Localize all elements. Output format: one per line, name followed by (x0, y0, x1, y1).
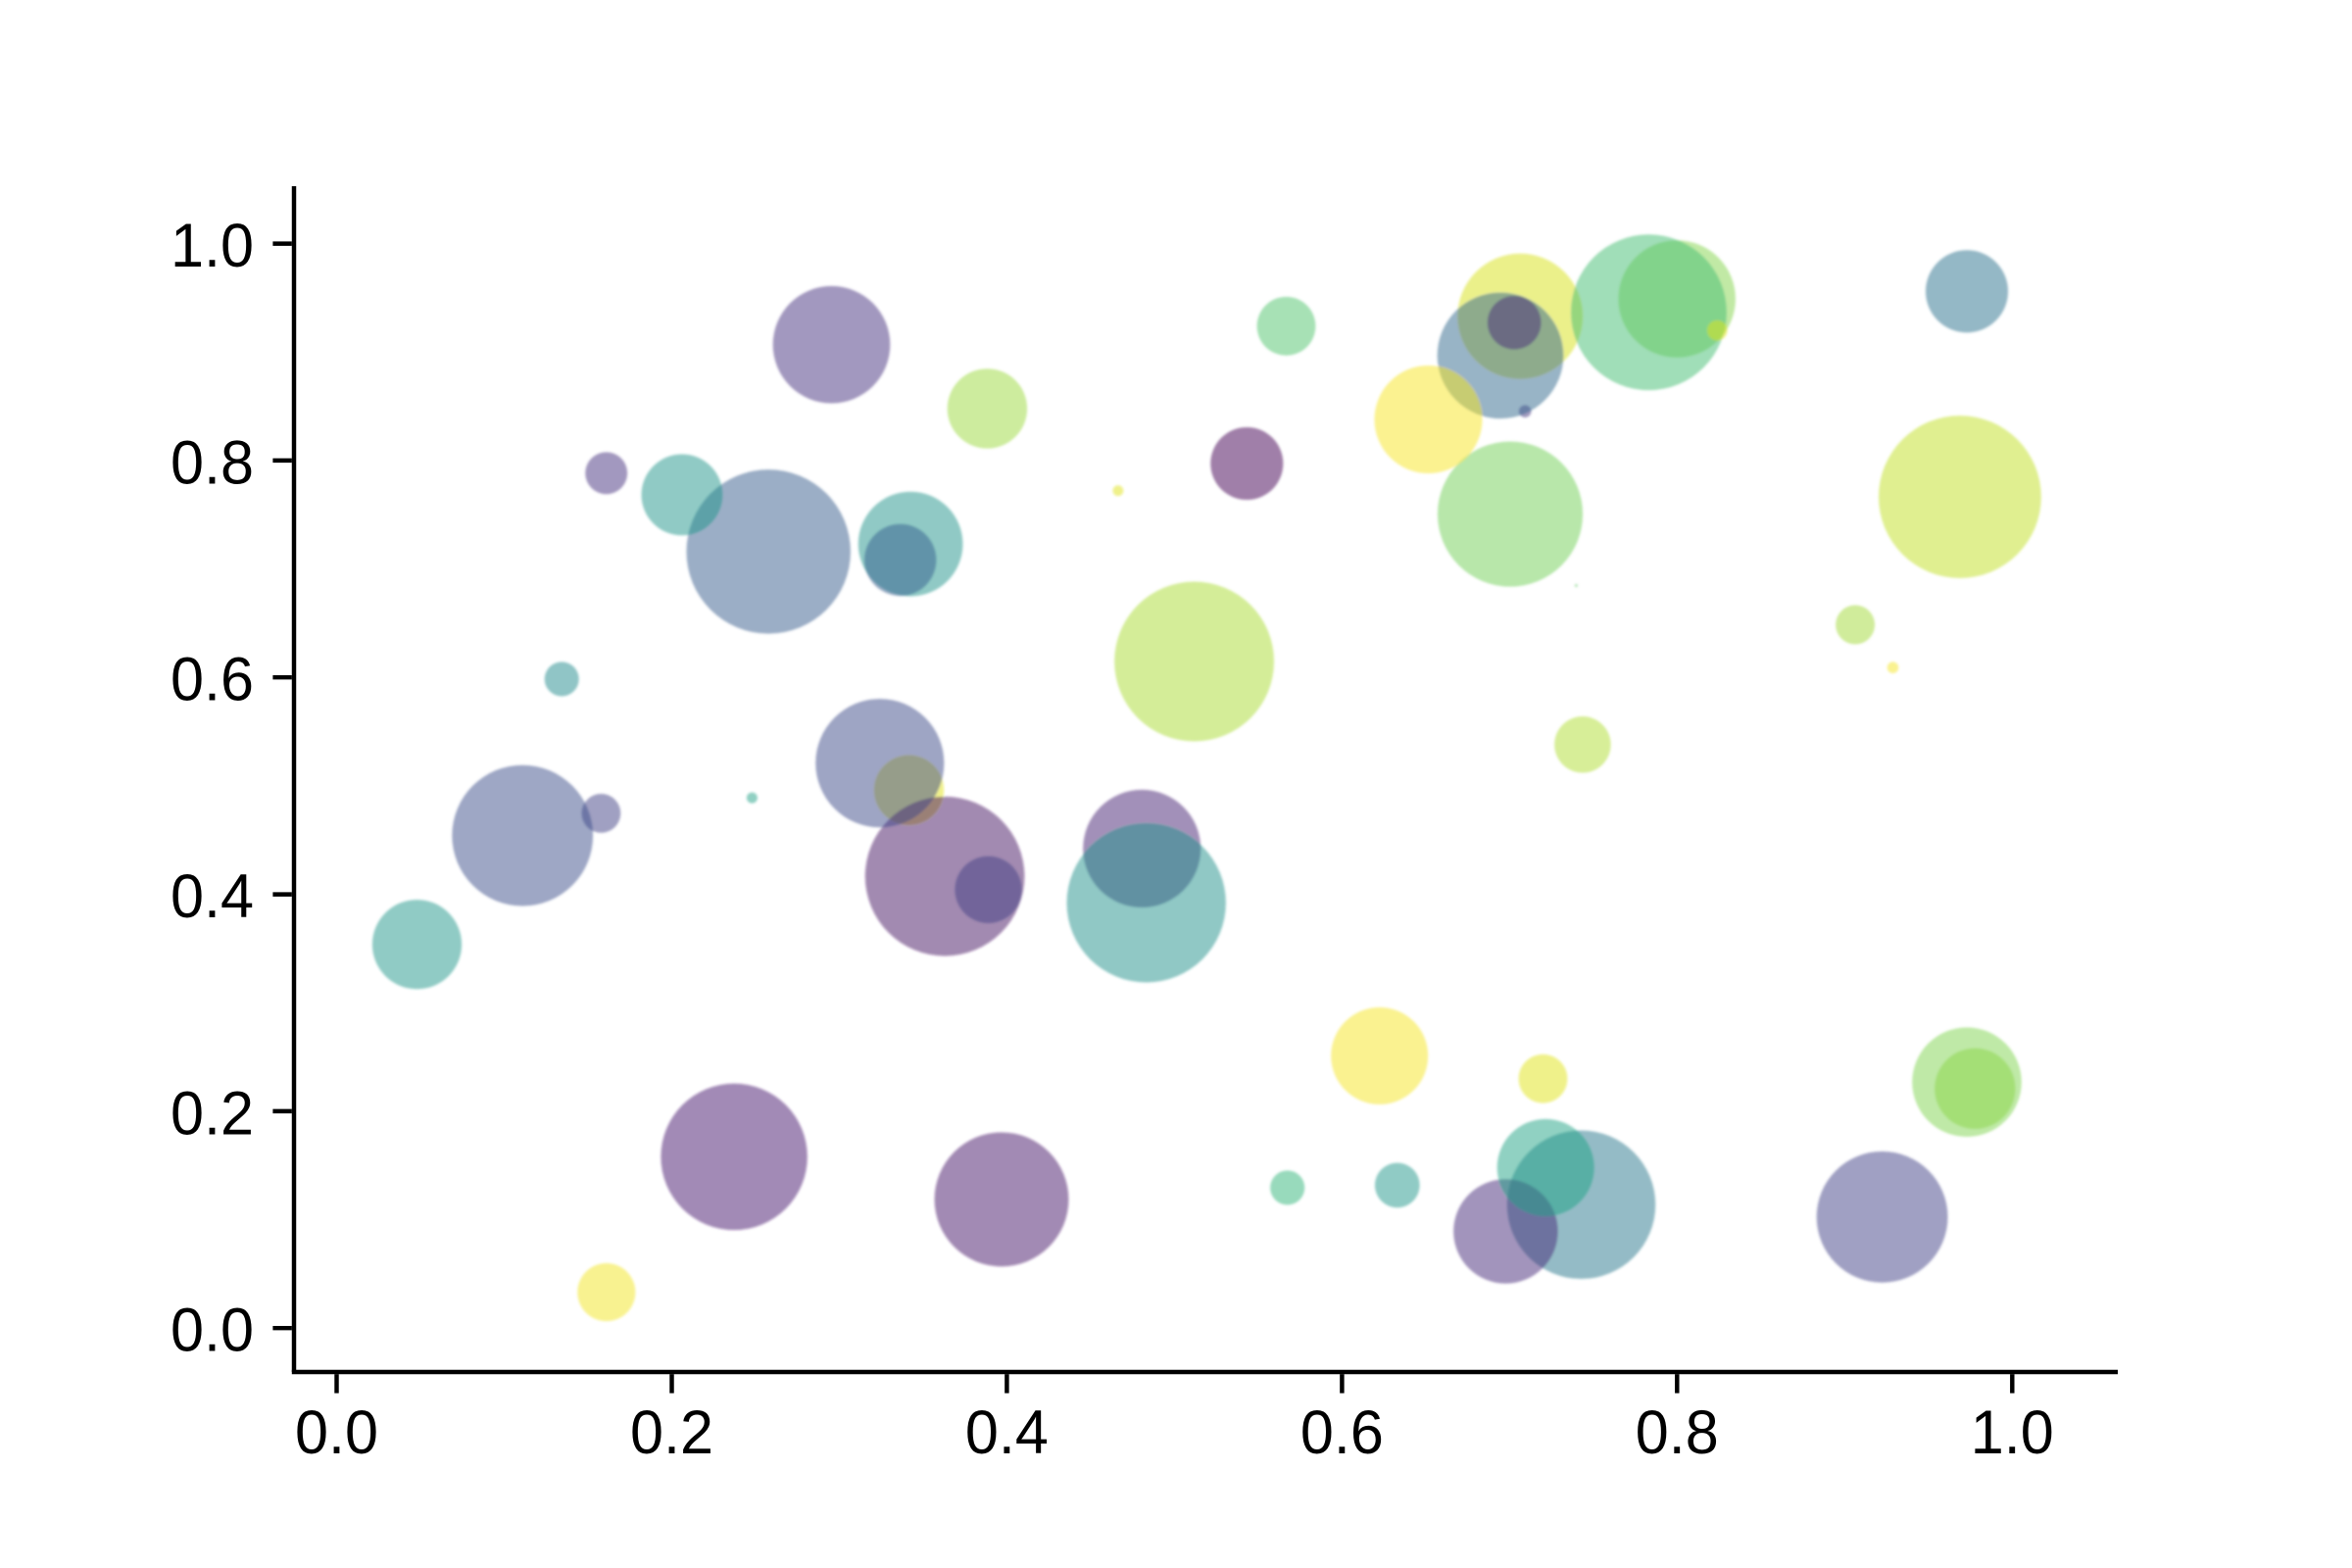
svg-text:0.4: 0.4 (171, 862, 254, 931)
svg-text:0.8: 0.8 (1636, 1398, 1719, 1467)
svg-text:0.0: 0.0 (171, 1297, 254, 1365)
svg-text:1.0: 1.0 (1971, 1398, 2054, 1467)
svg-text:0.4: 0.4 (965, 1398, 1049, 1467)
svg-text:0.0: 0.0 (295, 1398, 378, 1467)
svg-text:0.6: 0.6 (1300, 1398, 1384, 1467)
svg-text:0.8: 0.8 (171, 428, 254, 497)
svg-text:1.0: 1.0 (171, 212, 254, 280)
svg-text:0.6: 0.6 (171, 646, 254, 714)
svg-text:0.2: 0.2 (171, 1079, 254, 1148)
svg-text:0.2: 0.2 (630, 1398, 713, 1467)
